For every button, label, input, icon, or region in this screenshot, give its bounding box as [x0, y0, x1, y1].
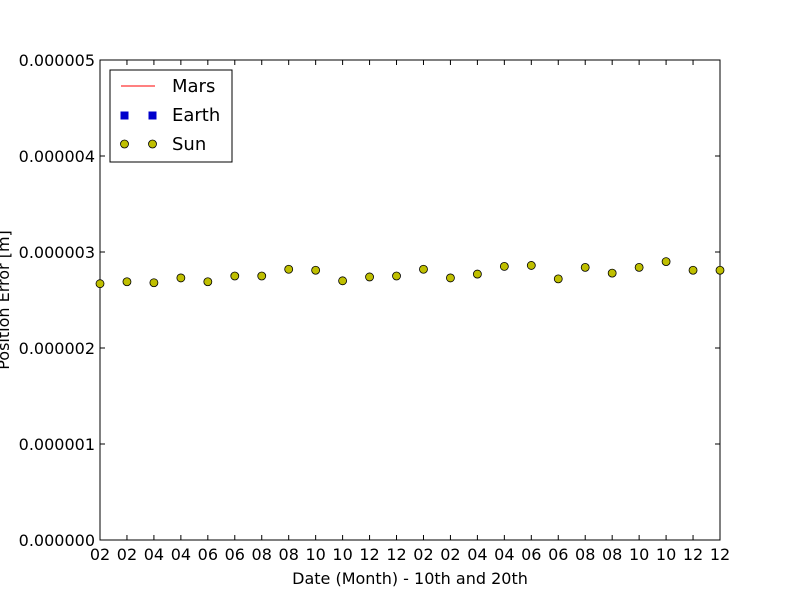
sun-point: [446, 273, 455, 283]
sun-point: [284, 264, 294, 274]
x-tick-label: 06: [225, 545, 245, 564]
legend-sun-label: Sun: [172, 134, 206, 155]
x-tick-label: 06: [521, 545, 541, 564]
x-tick-label: 10: [305, 545, 325, 564]
sun-point: [95, 279, 105, 289]
y-axis-label: Position Error [m]: [0, 230, 13, 370]
sun-point: [338, 276, 348, 286]
x-tick-label: 10: [629, 545, 649, 564]
y-tick-label: 0.000001: [19, 435, 95, 454]
sun-point: [499, 261, 509, 271]
sun-point: [715, 265, 725, 275]
x-axis-label: Date (Month) - 10th and 20th: [292, 569, 528, 588]
x-tick-label: 02: [90, 545, 110, 564]
sun-point: [553, 274, 563, 284]
sun-point: [365, 272, 374, 282]
x-tick-label: 08: [575, 545, 595, 564]
sun-point: [526, 261, 536, 270]
x-tick-label: 06: [548, 545, 568, 564]
legend-sun-marker-2: [148, 139, 157, 149]
x-tick-label: 04: [467, 545, 487, 564]
sun-point: [634, 262, 644, 272]
sun-point: [580, 262, 590, 272]
x-tick-label: 04: [144, 545, 164, 564]
y-tick-label: 0.000003: [19, 243, 95, 262]
sun-point: [419, 264, 428, 274]
y-tick-label: 0.000005: [19, 51, 95, 70]
sun-point: [149, 278, 159, 288]
x-tick-label: 12: [683, 545, 703, 564]
x-axis: 02 02 04 04 06 06 08 08 10 10 12 12 02 02 04 04 06 06 08 08…: [90, 60, 730, 564]
x-tick-label: 02: [440, 545, 460, 564]
x-tick-label: 12: [359, 545, 379, 564]
y-tick-label: 0.000004: [19, 147, 95, 166]
x-tick-label: 02: [117, 545, 137, 564]
legend-earth-marker-2: [148, 111, 157, 120]
x-tick-label: 08: [279, 545, 299, 564]
x-tick-label: 04: [494, 545, 514, 564]
x-tick-label: 02: [413, 545, 433, 564]
x-tick-label: 10: [656, 545, 676, 564]
legend-sun-marker-1: [120, 139, 129, 149]
legend-earth-label: Earth: [172, 105, 220, 126]
sun-point: [392, 271, 401, 281]
sun-point: [661, 257, 671, 267]
y-tick-label: 0.000002: [19, 339, 95, 358]
sun-point: [688, 265, 698, 275]
y-tick-label: 0.000000: [19, 531, 95, 550]
legend-box: [109, 69, 233, 163]
x-tick-label: 08: [602, 545, 622, 564]
sun-point: [257, 271, 267, 281]
legend: Mars Earth Sun: [109, 69, 233, 163]
sun-point: [230, 271, 240, 281]
legend-earth-marker-1: [120, 111, 129, 120]
x-tick-label: 12: [386, 545, 406, 564]
sun-point: [122, 277, 132, 287]
x-tick-label: 10: [332, 545, 352, 564]
x-tick-label: 08: [252, 545, 272, 564]
y-axis: 0.000000 0.000001 0.000002 0.000003 0.000004…: [19, 51, 720, 550]
x-tick-label: 12: [710, 545, 730, 564]
legend-mars-label: Mars: [172, 76, 215, 97]
sun-point: [203, 277, 213, 287]
x-tick-label: 04: [171, 545, 191, 564]
sun-point: [176, 273, 186, 283]
sun-point: [607, 268, 617, 278]
x-tick-label: 06: [198, 545, 218, 564]
sun-series: [95, 257, 725, 289]
sun-point: [472, 269, 482, 279]
sun-point: [311, 265, 321, 275]
